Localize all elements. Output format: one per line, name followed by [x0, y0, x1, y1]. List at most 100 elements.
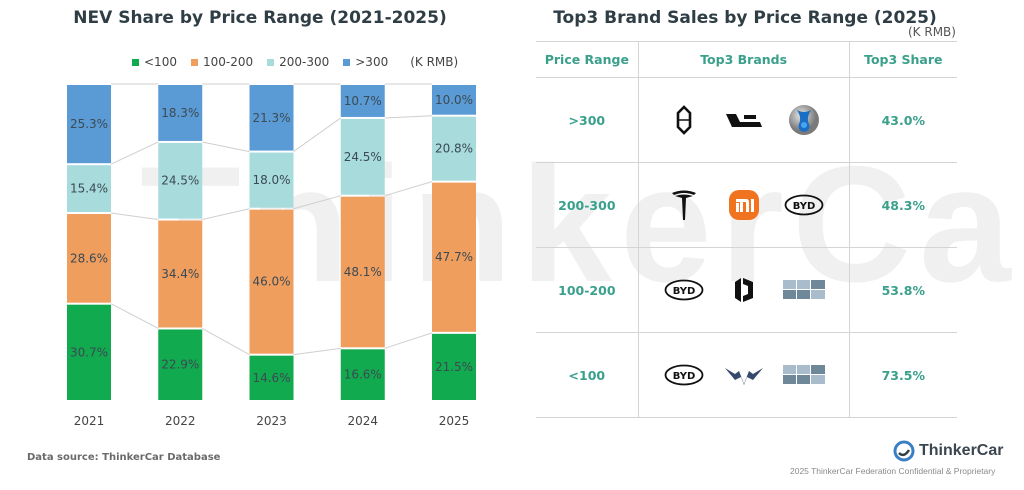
data-label: 15.4%: [70, 182, 108, 196]
bar-segment-2022-100-200: [158, 220, 203, 328]
legend-label: 200-300: [279, 55, 330, 69]
leapmotor-logo-icon: [722, 273, 766, 307]
brands-cell: BYD: [638, 162, 850, 248]
xiaomi-logo-icon: [722, 188, 766, 222]
legend-item: 100-200: [190, 55, 253, 69]
svg-text:BYD: BYD: [672, 286, 695, 297]
bar-segment-2021->300: [67, 85, 111, 164]
share-cell: 73.5%: [849, 332, 957, 418]
data-label: 30.7%: [70, 345, 108, 359]
data-label: 47.7%: [435, 250, 473, 264]
chart-title: NEV Share by Price Range (2021-2025): [73, 8, 447, 28]
x-tick-label: 2023: [256, 414, 287, 428]
data-label: 16.6%: [344, 368, 382, 382]
connector-line: [293, 347, 341, 356]
svg-text:BYD: BYD: [792, 201, 815, 212]
legend-swatch-100-200: [190, 58, 198, 66]
bar-segment-2025-200-300: [432, 116, 476, 181]
connector-line: [110, 303, 159, 329]
legend-swatch-lt100: [132, 58, 139, 66]
data-label: 24.5%: [161, 174, 199, 188]
data-label: 10.0%: [435, 93, 473, 107]
footer-brand-name: ThinkerCar: [919, 442, 1004, 459]
data-label: 22.9%: [161, 358, 199, 372]
table-row: >300 43.0%: [536, 77, 957, 163]
data-label: 20.8%: [435, 142, 473, 156]
data-label: 24.5%: [344, 150, 382, 164]
connector-line: [110, 212, 159, 221]
share-cell: 48.3%: [849, 162, 957, 248]
share-cell: 43.0%: [849, 77, 957, 163]
header-top3-share: Top3 Share: [849, 41, 957, 78]
connector-line: [384, 332, 433, 349]
connector-line: [110, 141, 159, 165]
brands-cell: BYD: [638, 247, 850, 333]
byd-logo-icon: BYD: [662, 273, 706, 307]
table-unit: (K RMB): [908, 25, 956, 39]
table-row: 200-300 BYD 48.3%: [536, 162, 957, 248]
brands-cell: BYD: [638, 332, 850, 418]
legend-swatch-200-300: [267, 58, 275, 66]
bar-segment-2023->300: [249, 85, 294, 151]
x-tick-label: 2025: [439, 414, 470, 428]
data-label: 48.1%: [344, 265, 382, 279]
connector-line: [202, 328, 250, 356]
bar-segment-2024-100-200: [340, 196, 385, 348]
bar-segment-2024-200-300: [340, 118, 385, 195]
bar-segment-2025-100-200: [432, 182, 476, 332]
bar-segment-2025->300: [432, 85, 476, 115]
bar-segment-2021-100-200: [67, 214, 111, 303]
legend-item: <100: [132, 55, 177, 69]
stacked-bar-chart: 30.7% 28.6% 15.4% 25.3% 2021 22.9% 34.4% 24.5% 1…: [67, 83, 476, 428]
voyah-logo-icon: [782, 103, 826, 137]
svg-text:BYD: BYD: [672, 371, 695, 382]
bar-segment-2021-<100: [67, 304, 111, 400]
connector-line: [202, 208, 250, 221]
byd-logo-icon: BYD: [662, 358, 706, 392]
data-label: 25.3%: [70, 117, 108, 131]
bar-segment-2022-<100: [158, 329, 203, 400]
data-label: 34.4%: [161, 267, 199, 281]
brand-table: Price Range Top3 Brands Top3 Share >300 4…: [536, 41, 957, 418]
data-label: 18.0%: [252, 173, 290, 187]
tesla-logo-icon: [662, 188, 706, 222]
legend-item: >300: [343, 55, 388, 69]
connector-line: [293, 195, 341, 210]
table-title: Top3 Brand Sales by Price Range (2025): [553, 8, 937, 28]
bar-segment-2024->300: [340, 85, 385, 117]
bar-segment-2023-<100: [249, 355, 294, 400]
data-label: 21.5%: [435, 360, 473, 374]
table-header-row: Price Range Top3 Brands Top3 Share: [536, 41, 957, 78]
table-row: <100 BYD 73.5%: [536, 332, 957, 418]
bar-segment-2025-<100: [432, 333, 476, 400]
li-auto-logo-icon: [722, 103, 766, 137]
legend-label: <100: [144, 55, 177, 69]
legend-label: >300: [355, 55, 389, 69]
thinkercar-logo-icon: [893, 440, 915, 462]
data-label: 21.3%: [252, 111, 290, 125]
header-top3-brands: Top3 Brands: [638, 41, 850, 78]
placeholder-logo-icon: [782, 358, 826, 392]
legend-swatch-gt300: [343, 58, 351, 66]
price-range-cell: <100: [536, 332, 639, 418]
header-price-range: Price Range: [536, 41, 639, 78]
legend-item: 200-300: [267, 55, 329, 69]
chart-legend: <100 100-200 200-300 >300 (K RMB): [132, 55, 458, 69]
byd-logo-icon: BYD: [782, 188, 826, 222]
bar-segment-2022-200-300: [158, 142, 203, 219]
table-row: 100-200 BYD 53.8%: [536, 247, 957, 333]
placeholder-logo-icon: [782, 273, 826, 307]
x-tick-label: 2024: [347, 414, 378, 428]
data-source-note: Data source: ThinkerCar Database: [27, 452, 221, 463]
connector-line: [293, 117, 342, 152]
x-tick-label: 2021: [74, 414, 105, 428]
data-label: 28.6%: [70, 251, 108, 265]
footer-note: 2025 ThinkerCar Federation Confidential …: [790, 466, 996, 476]
connector-line: [202, 141, 250, 153]
price-range-cell: >300: [536, 77, 639, 163]
wuling-logo-icon: [722, 358, 766, 392]
data-label: 46.0%: [252, 275, 290, 289]
bar-segment-2024-<100: [340, 349, 385, 400]
brands-cell: [638, 77, 850, 163]
connector-line: [384, 115, 433, 119]
